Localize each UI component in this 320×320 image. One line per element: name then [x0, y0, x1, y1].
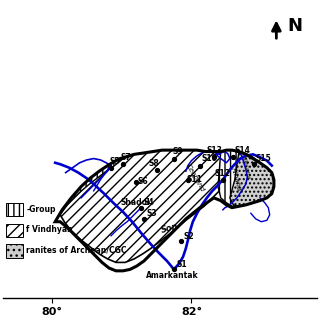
Text: Son: Son [160, 222, 180, 235]
Text: S11: S11 [187, 175, 203, 184]
Text: ranites of Archean/CGC: ranites of Archean/CGC [26, 246, 127, 255]
Polygon shape [218, 150, 274, 206]
Text: S7: S7 [120, 153, 131, 162]
Text: Shadol: Shadol [121, 198, 150, 207]
Text: f Vindhyan: f Vindhyan [26, 225, 73, 234]
Text: N: N [287, 17, 302, 35]
Text: S10: S10 [201, 155, 217, 164]
Bar [6, 224, 23, 237]
Text: S14: S14 [235, 146, 251, 155]
Text: S1: S1 [176, 260, 187, 269]
Bar [6, 203, 23, 216]
Text: Ceopand: Ceopand [184, 163, 205, 193]
Polygon shape [230, 152, 274, 206]
Text: S15: S15 [256, 155, 271, 164]
Text: S8: S8 [148, 159, 159, 168]
Polygon shape [60, 150, 232, 262]
Text: Rihand: Rihand [230, 166, 242, 192]
Text: S3: S3 [146, 209, 157, 218]
Text: S6: S6 [138, 177, 148, 186]
Text: Amarkantak: Amarkantak [146, 271, 198, 280]
Bar [6, 244, 23, 258]
Text: S12: S12 [214, 169, 230, 178]
Polygon shape [55, 157, 125, 222]
Text: -Group: -Group [26, 204, 56, 213]
Text: S13: S13 [207, 146, 223, 155]
Text: parana: parana [242, 156, 251, 179]
Text: S9: S9 [172, 148, 183, 156]
Text: S2: S2 [183, 232, 194, 241]
Text: S5: S5 [110, 156, 120, 165]
Text: S4: S4 [143, 198, 154, 207]
